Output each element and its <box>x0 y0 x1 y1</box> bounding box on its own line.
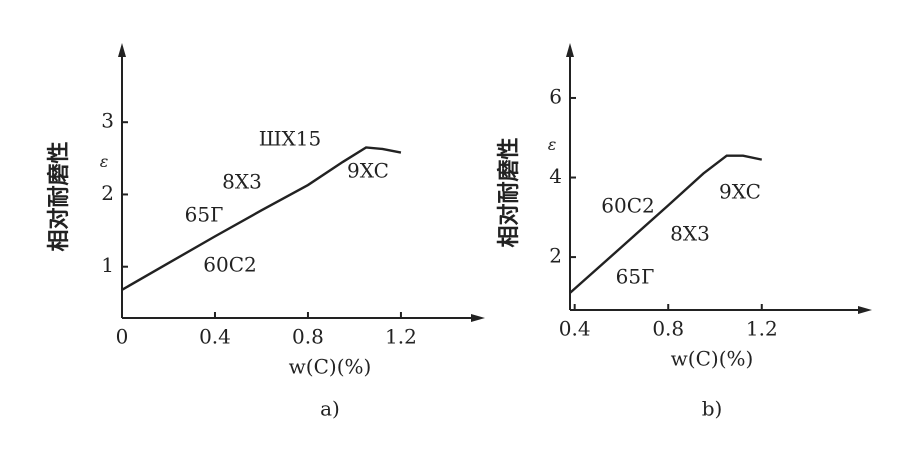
curve <box>121 146 402 291</box>
annotation: 60C2 <box>203 253 256 277</box>
x-tick-label: 0.8 <box>652 317 684 341</box>
y-symbol: ε <box>100 152 109 171</box>
x-tick-label: 0 <box>116 325 129 349</box>
y-tick-label: 3 <box>101 109 114 133</box>
caption: b) <box>702 397 723 421</box>
annotation: 65Г <box>616 265 655 289</box>
x-axis-label: w(C)(%) <box>671 347 754 371</box>
x-tick-label: 0.8 <box>292 325 324 349</box>
annotation: ШX15 <box>259 127 322 151</box>
y-axis-label: 相对耐磨性 <box>497 137 522 247</box>
y-axis-label: 相对耐磨性 <box>47 141 72 251</box>
arrow <box>858 306 872 314</box>
y-tick-label: 6 <box>549 84 562 108</box>
x-tick-label: 0.4 <box>199 325 231 349</box>
y-tick-label: 2 <box>101 181 114 205</box>
annotation: 8X3 <box>670 222 710 246</box>
caption: a) <box>320 397 340 421</box>
arrow <box>566 43 574 57</box>
y-tick-label: 1 <box>101 253 114 277</box>
arrow <box>471 314 485 322</box>
annotation: 60C2 <box>601 194 654 218</box>
y-tick-label: 4 <box>549 164 562 188</box>
x-axis-label: w(C)(%) <box>289 355 372 379</box>
y-symbol: ε <box>548 135 557 154</box>
annotation: 8X3 <box>222 170 262 194</box>
x-tick-label: 1.2 <box>746 317 778 341</box>
x-tick-label: 0.4 <box>559 317 591 341</box>
curve <box>569 154 763 294</box>
x-tick-label: 1.2 <box>385 325 417 349</box>
annotation: 9XC <box>719 180 761 204</box>
annotation: 65Г <box>185 203 224 227</box>
annotation: 9XC <box>347 159 389 183</box>
y-tick-label: 2 <box>549 244 562 268</box>
arrow <box>118 43 126 57</box>
